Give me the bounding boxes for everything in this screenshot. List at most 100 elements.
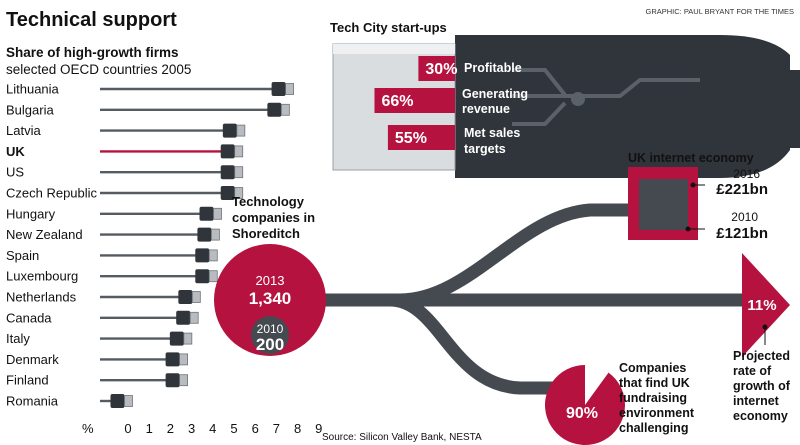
bar-romania	[100, 394, 133, 408]
bar-plug-tip	[183, 332, 193, 345]
bar-plug-tip	[236, 124, 246, 137]
internet-year-2010: 2010	[731, 210, 758, 224]
startup-bar-value: 66%	[381, 93, 413, 110]
axis-tick-label: 7	[273, 421, 280, 436]
tech-city-plug: Tech City start-ups 30% 66% 55% Profitable…	[330, 20, 800, 178]
country-label: Finland	[6, 373, 49, 388]
shoreditch-2013-circle	[214, 244, 326, 356]
bar-finland	[100, 373, 189, 388]
bar-plug-body	[220, 144, 235, 159]
bar-plug-tip	[191, 291, 201, 303]
country-label: Romania	[6, 394, 59, 409]
growth-line1: Projected	[733, 349, 790, 363]
bar-canada	[100, 310, 199, 325]
bar-netherlands	[100, 290, 201, 304]
label-revenue: revenue	[462, 102, 510, 116]
startup-bar	[387, 125, 455, 150]
bar-plug-body	[267, 102, 282, 117]
bar-plug-tip	[189, 311, 199, 324]
country-label: Denmark	[6, 352, 59, 367]
fundraising-line1: Companies	[619, 361, 686, 375]
label-generating: Generating	[462, 87, 528, 101]
bar-plug-tip	[280, 103, 290, 116]
fundraising-line5: challenging	[619, 421, 688, 435]
bar-plug-body	[169, 331, 184, 346]
label-profitable: Profitable	[464, 61, 522, 75]
country-label: Netherlands	[6, 290, 77, 305]
growth-line2: rate of	[733, 364, 772, 378]
bar-lithuania	[100, 82, 295, 96]
high-growth-firms-chart: Share of high-growth firms selected OECD…	[6, 45, 322, 436]
growth-arrow: 11% Projected rate of growth of internet…	[733, 253, 791, 423]
country-label: Czech Republic	[6, 186, 98, 201]
cable-to-fundraising	[389, 293, 570, 395]
bar-plug-body	[220, 186, 235, 200]
country-label: Luxembourg	[6, 269, 78, 284]
pie-value: 90%	[566, 405, 598, 422]
label-met-sales: Met sales	[464, 126, 520, 140]
shoreditch-label-line1: Technology	[232, 194, 305, 209]
bar-bulgaria	[100, 102, 290, 117]
bar-plug-body	[199, 206, 214, 221]
bar-hungary	[100, 206, 222, 221]
country-label: Italy	[6, 331, 30, 346]
internet-value-2010: £121bn	[716, 225, 768, 242]
bar-plug-tip	[285, 83, 295, 95]
bar-luxembourg	[100, 269, 218, 284]
bar-plug-body	[220, 165, 235, 180]
axis-tick-label: 0	[124, 421, 131, 436]
cable-to-internet-economy	[320, 203, 640, 307]
growth-line3: growth of	[733, 379, 791, 393]
growth-line5: economy	[733, 409, 788, 423]
fundraising-line2: that find UK	[619, 376, 690, 390]
bar-plug-body	[176, 310, 191, 325]
axis-tick-label: 8	[294, 421, 301, 436]
axis-tick-label: 6	[252, 421, 259, 436]
axis-tick-label: 2	[167, 421, 174, 436]
bar-plug-body	[197, 227, 212, 242]
bar-denmark	[100, 352, 189, 367]
country-label: Latvia	[6, 123, 41, 138]
bar-plug-body	[222, 123, 237, 138]
fundraising-line3: fundraising	[619, 391, 687, 405]
startup-bar	[418, 56, 455, 81]
bar-plug-tip	[208, 249, 218, 262]
prong-highlight	[333, 44, 455, 54]
internet-year-2016: 2016	[733, 167, 760, 181]
chart-subtitle: selected OECD countries 2005	[6, 62, 191, 77]
axis-tick-label: 9	[315, 421, 322, 436]
shoreditch-label-line2: companies in	[232, 210, 315, 225]
shoreditch-year-2010: 2010	[257, 322, 284, 336]
bar-plug-tip	[208, 270, 218, 283]
tech-city-title: Tech City start-ups	[330, 20, 447, 35]
bar-plug-body	[271, 82, 286, 96]
circuit-traces	[512, 68, 700, 126]
country-label: New Zealand	[6, 227, 83, 242]
bar-plug-body	[195, 269, 210, 284]
plug-cable	[765, 70, 800, 148]
graphic-credit: GRAPHIC: PAUL BRYANT FOR THE TIMES	[645, 7, 794, 16]
country-label: Canada	[6, 310, 52, 325]
startup-bar	[374, 88, 455, 113]
country-label: Lithuania	[6, 82, 60, 97]
bar-plug-tip	[179, 353, 189, 366]
country-label: UK	[6, 144, 25, 159]
chart-title: Share of high-growth firms	[6, 45, 179, 60]
bar-plug-tip	[234, 145, 244, 158]
page-title: Technical support	[6, 9, 177, 31]
shoreditch-2010-circle	[251, 316, 289, 354]
country-label: US	[6, 165, 24, 180]
bar-uk	[100, 144, 244, 159]
bar-new-zealand	[100, 227, 220, 242]
bar-plug-body	[110, 394, 125, 408]
growth-value: 11%	[747, 297, 776, 314]
bar-plug-body	[195, 248, 210, 263]
startup-bar-value: 30%	[425, 61, 457, 78]
axis-unit-label: %	[82, 421, 94, 436]
pie-slice-challenging	[545, 365, 626, 445]
bar-plug-tip	[179, 374, 189, 387]
shoreditch-companies: Technology companies in Shoreditch 2013 …	[214, 194, 326, 356]
uk-internet-economy: UK internet economy 2016 £221bn 2010 £12…	[628, 151, 768, 242]
internet-economy-title: UK internet economy	[628, 151, 754, 165]
